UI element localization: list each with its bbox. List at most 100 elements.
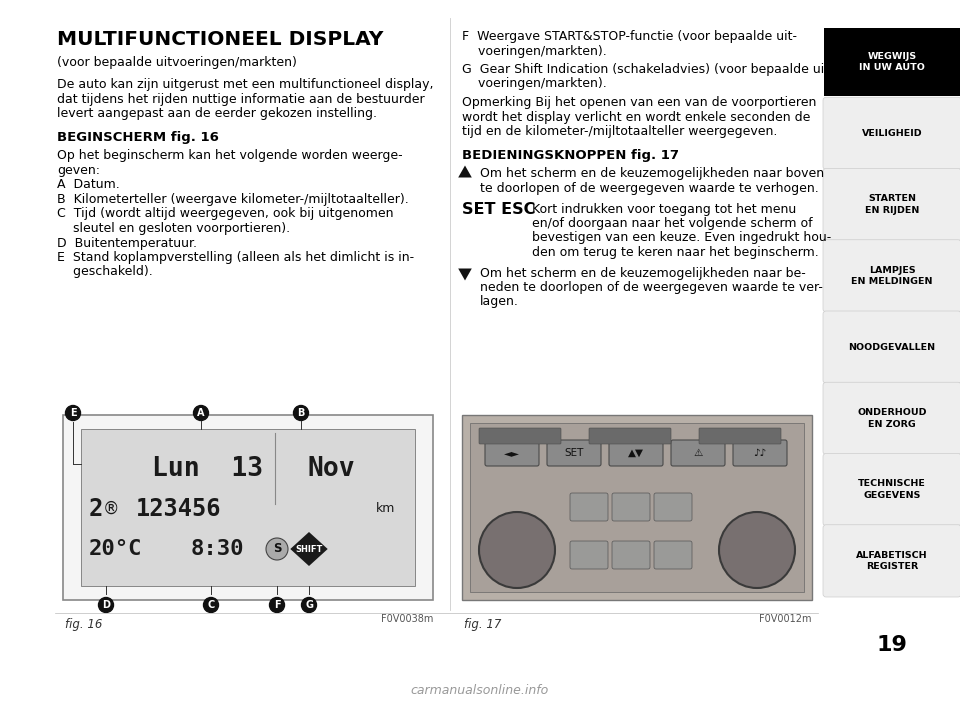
Text: geschakeld).: geschakeld). [57,266,153,278]
Bar [462,415,812,600]
Text: BEDIENINGSKNOPPEN fig. 17: BEDIENINGSKNOPPEN fig. 17 [462,150,679,162]
Circle shape [301,598,317,612]
Text: 20°C: 20°C [89,539,142,559]
Text: De auto kan zijn uitgerust met een multifunctioneel display,: De auto kan zijn uitgerust met een multi… [57,78,434,91]
Text: ◄►: ◄► [504,448,520,458]
FancyBboxPatch shape [823,453,960,526]
Text: B: B [298,408,304,418]
Circle shape [99,598,113,612]
Text: voeringen/markten).: voeringen/markten). [462,44,607,58]
Bar [470,423,804,592]
Text: SET: SET [564,448,584,458]
Text: STARTEN
EN RIJDEN: STARTEN EN RIJDEN [865,195,919,215]
Text: ALFABETISCH
REGISTER: ALFABETISCH REGISTER [856,550,927,571]
Text: neden te doorlopen of de weergegeven waarde te ver-: neden te doorlopen of de weergegeven waa… [480,281,823,294]
Bar [63,415,433,600]
Text: G: G [305,600,313,610]
FancyBboxPatch shape [654,541,692,569]
Polygon shape [458,269,471,280]
FancyBboxPatch shape [570,541,608,569]
Text: 2: 2 [89,497,104,521]
Text: VEILIGHEID: VEILIGHEID [862,129,923,138]
Text: A  Datum.: A Datum. [57,179,120,191]
Text: 123456: 123456 [136,497,222,521]
Text: TECHNISCHE
GEGEVENS: TECHNISCHE GEGEVENS [858,479,926,500]
Text: SET ESC: SET ESC [462,202,536,217]
FancyBboxPatch shape [609,440,663,466]
Text: en/of doorgaan naar het volgende scherm of: en/of doorgaan naar het volgende scherm … [532,217,812,230]
Text: te doorlopen of de weergegeven waarde te verhogen.: te doorlopen of de weergegeven waarde te… [480,182,819,195]
Text: ⚠: ⚠ [693,448,703,458]
Circle shape [294,406,308,420]
Text: LAMPJES
EN MELDINGEN: LAMPJES EN MELDINGEN [852,266,933,286]
Text: C: C [207,600,215,610]
FancyBboxPatch shape [612,493,650,521]
Text: sleutel en gesloten voorportieren).: sleutel en gesloten voorportieren). [57,222,290,235]
Text: bevestigen van een keuze. Even ingedrukt hou-: bevestigen van een keuze. Even ingedrukt… [532,231,831,245]
Text: geven:: geven: [57,164,100,177]
Text: tijd en de kilometer-/mijltotaalteller weergegeven.: tijd en de kilometer-/mijltotaalteller w… [462,125,778,138]
Text: 8:30: 8:30 [191,539,245,559]
Text: E  Stand koplampverstelling (alleen als het dimlicht is in-: E Stand koplampverstelling (alleen als h… [57,251,414,264]
Text: SHIFT: SHIFT [296,545,323,553]
Text: D: D [102,600,110,610]
Text: 19: 19 [876,635,907,655]
Text: levert aangepast aan de eerder gekozen instelling.: levert aangepast aan de eerder gekozen i… [57,107,377,120]
Circle shape [194,406,208,420]
Text: S: S [273,543,281,555]
Text: Nov: Nov [308,456,355,482]
Text: dat tijdens het rijden nuttige informatie aan de bestuurder: dat tijdens het rijden nuttige informati… [57,93,424,105]
Bar [824,28,960,96]
Text: A: A [197,408,204,418]
FancyBboxPatch shape [823,382,960,455]
Text: (voor bepaalde uitvoeringen/markten): (voor bepaalde uitvoeringen/markten) [57,56,297,69]
FancyBboxPatch shape [823,240,960,312]
Text: F0V0012m: F0V0012m [759,614,812,624]
Text: C  Tijd (wordt altijd weergegeven, ook bij uitgenomen: C Tijd (wordt altijd weergegeven, ook bi… [57,207,394,221]
Polygon shape [290,532,327,566]
Polygon shape [458,165,471,177]
Text: fig. 17: fig. 17 [464,618,501,631]
Text: MULTIFUNCTIONEEL DISPLAY: MULTIFUNCTIONEEL DISPLAY [57,30,383,49]
Text: F0V0038m: F0V0038m [380,614,433,624]
FancyBboxPatch shape [733,440,787,466]
FancyBboxPatch shape [654,493,692,521]
FancyBboxPatch shape [570,493,608,521]
Text: Om het scherm en de keuzemogelijkheden naar be-: Om het scherm en de keuzemogelijkheden n… [480,266,805,280]
Text: F  Weergave START&STOP-functie (voor bepaalde uit-: F Weergave START&STOP-functie (voor bepa… [462,30,797,43]
Text: B  Kilometerteller (weergave kilometer-/mijltotaalteller).: B Kilometerteller (weergave kilometer-/m… [57,193,409,206]
Text: ♪♪: ♪♪ [754,448,767,458]
Text: lagen.: lagen. [480,295,518,309]
Text: F: F [274,600,280,610]
FancyBboxPatch shape [823,97,960,169]
Circle shape [65,406,81,420]
Bar [81,429,415,586]
Text: BEGINSCHERM fig. 16: BEGINSCHERM fig. 16 [57,131,219,145]
Circle shape [266,538,288,560]
Text: D  Buitentemperatuur.: D Buitentemperatuur. [57,236,197,250]
Text: ONDERHOUD
EN ZORG: ONDERHOUD EN ZORG [857,408,926,429]
FancyBboxPatch shape [823,169,960,240]
Text: E: E [70,408,76,418]
Circle shape [204,598,219,612]
Text: NOODGEVALLEN: NOODGEVALLEN [849,342,936,352]
Circle shape [719,512,795,588]
Text: G  Gear Shift Indication (schakeladvies) (voor bepaalde uit-: G Gear Shift Indication (schakeladvies) … [462,63,833,76]
Text: Om het scherm en de keuzemogelijkheden naar boven: Om het scherm en de keuzemogelijkheden n… [480,167,824,181]
FancyBboxPatch shape [547,440,601,466]
FancyBboxPatch shape [823,524,960,597]
Text: carmanualsonline.info: carmanualsonline.info [411,683,549,697]
Text: Lun  13: Lun 13 [153,456,263,482]
FancyBboxPatch shape [479,428,561,444]
Circle shape [479,512,555,588]
Text: WEGWIJS
IN UW AUTO: WEGWIJS IN UW AUTO [859,52,924,72]
Text: wordt het display verlicht en wordt enkele seconden de: wordt het display verlicht en wordt enke… [462,110,810,124]
FancyBboxPatch shape [612,541,650,569]
Circle shape [270,598,284,612]
Text: ®: ® [103,500,119,518]
Text: km: km [375,503,395,515]
FancyBboxPatch shape [823,311,960,383]
Text: den om terug te keren naar het beginscherm.: den om terug te keren naar het beginsche… [532,246,819,259]
FancyBboxPatch shape [589,428,671,444]
Text: fig. 16: fig. 16 [65,618,103,631]
